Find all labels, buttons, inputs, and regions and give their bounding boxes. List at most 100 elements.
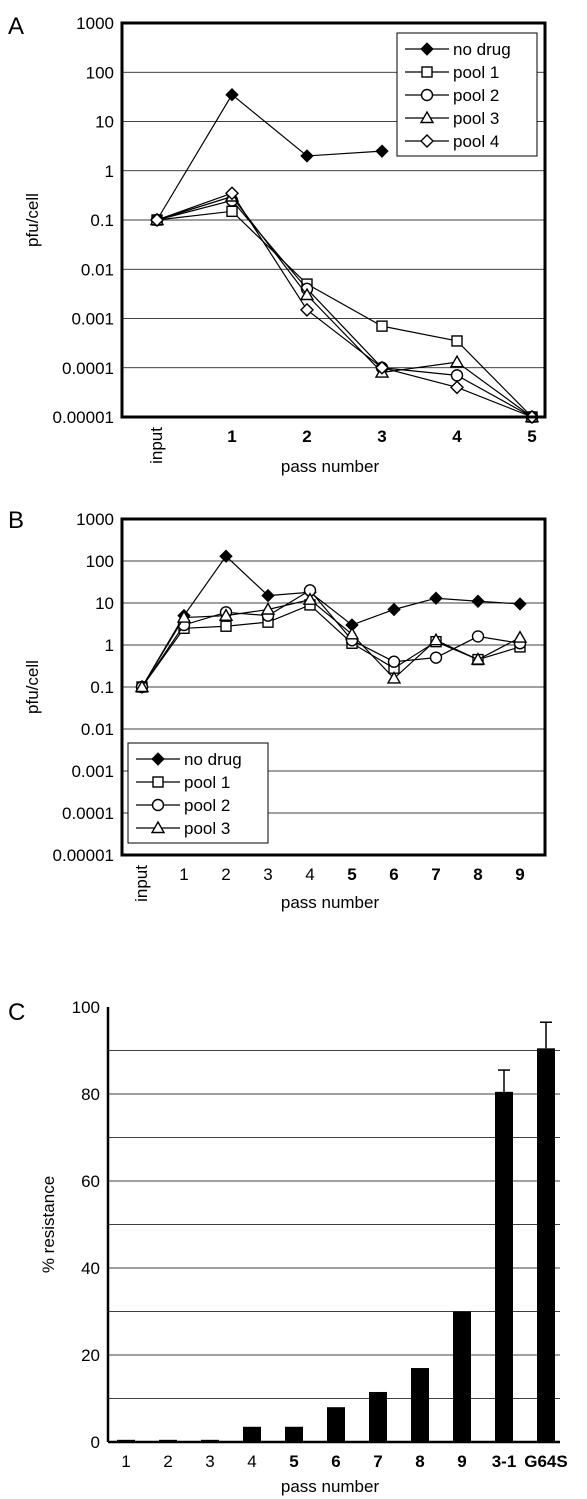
series-line — [141, 555, 521, 688]
series-line — [156, 93, 383, 221]
legend-label: pool 1 — [184, 773, 230, 792]
series-line — [156, 192, 533, 418]
legend-entry: pool 1 — [405, 63, 499, 82]
legend-label: pool 3 — [453, 109, 499, 128]
data-point — [428, 632, 444, 646]
y-tick-label: 0.01 — [81, 260, 114, 279]
series-pool-1 — [151, 205, 538, 423]
data-point — [375, 144, 389, 158]
x-tick-label: 6 — [389, 865, 398, 884]
legend-marker — [420, 42, 434, 56]
x-tick-label: 1 — [179, 865, 188, 884]
x-tick-label: 9 — [457, 1452, 466, 1471]
legend-label: no drug — [184, 750, 242, 769]
data-point — [219, 549, 233, 563]
legend-label: pool 3 — [184, 819, 230, 838]
legend-entry: pool 2 — [405, 86, 499, 105]
y-tick-label: 0.1 — [90, 678, 114, 697]
legend-entry: pool 4 — [405, 132, 499, 151]
bar — [537, 1048, 555, 1442]
panel-label-a: A — [8, 13, 24, 40]
series-pool-3 — [149, 189, 540, 423]
y-tick-label: 100 — [86, 63, 114, 82]
series-line — [141, 604, 521, 688]
data-point — [429, 651, 443, 664]
y-tick-label: 1 — [105, 162, 114, 181]
series-line — [156, 199, 533, 418]
x-axis-label: pass number — [281, 457, 380, 476]
x-tick-label: input — [132, 865, 151, 902]
legend-marker — [150, 820, 166, 834]
bar — [495, 1091, 513, 1442]
plot-frame — [120, 21, 547, 419]
data-point — [386, 671, 402, 684]
x-tick-label: 3 — [377, 427, 386, 446]
data-point — [218, 608, 234, 621]
data-point — [344, 626, 360, 640]
data-point — [176, 610, 192, 623]
y-tick-label: 0.0001 — [62, 359, 114, 378]
y-tick-label: 10 — [95, 594, 114, 613]
y-tick-label: 0.001 — [71, 310, 114, 329]
x-tick-label: 5 — [527, 427, 536, 446]
data-point — [226, 205, 238, 218]
x-axis-label: pass number — [281, 1477, 380, 1496]
y-axis-label: pfu/cell — [23, 660, 42, 714]
bar — [411, 1368, 429, 1442]
data-point — [513, 597, 527, 611]
legend-label: pool 1 — [453, 63, 499, 82]
data-point — [225, 186, 239, 201]
x-axis-label: pass number — [281, 893, 380, 912]
bar — [285, 1426, 303, 1442]
data-point — [387, 655, 401, 668]
series-line — [141, 589, 521, 688]
legend-entry: pool 3 — [136, 819, 230, 838]
y-axis-label: % resistance — [39, 1176, 58, 1273]
y-tick-label: 20 — [81, 1346, 100, 1365]
data-point — [470, 652, 486, 665]
y-axis-label: pfu/cell — [23, 193, 42, 247]
y-tick-label: 100 — [72, 998, 100, 1017]
x-tick-label: 3 — [263, 865, 272, 884]
bar — [243, 1426, 261, 1442]
y-tick-label: 0.001 — [71, 762, 114, 781]
legend-entry: no drug — [405, 40, 511, 59]
legend-entry: pool 2 — [136, 796, 230, 815]
data-point — [375, 360, 389, 375]
panel-label-c: C — [8, 999, 25, 1026]
bar — [369, 1391, 387, 1442]
data-point — [449, 354, 465, 368]
x-tick-label: 3 — [205, 1452, 214, 1471]
panel-label-b: B — [8, 507, 24, 534]
legend-label: pool 2 — [184, 796, 230, 815]
y-tick-label: 0.01 — [81, 720, 114, 739]
data-point — [429, 591, 443, 605]
series-pool-2 — [150, 194, 539, 424]
legend-label: pool 4 — [453, 132, 499, 151]
data-point — [150, 213, 164, 227]
series-no-drug — [150, 87, 389, 227]
x-tick-label: 2 — [221, 865, 230, 884]
data-point — [300, 149, 314, 163]
data-point — [300, 302, 314, 317]
panel-a: 1000 100 10 1 0.1 0.01 0.001 0.0001 0.00001 input… — [23, 14, 547, 476]
panel-b: 1000 100 10 1 0.1 0.01 0.001 0.0001 0.00001 input… — [23, 510, 547, 912]
legend-box — [127, 742, 269, 844]
data-point — [260, 602, 276, 615]
legend-marker — [151, 798, 165, 812]
data-point — [302, 592, 318, 605]
legend-label: pool 2 — [453, 86, 499, 105]
x-tick-label: 7 — [431, 865, 440, 884]
data-point — [134, 679, 150, 693]
data-point — [450, 380, 464, 395]
legend-entry: no drug — [136, 750, 242, 769]
data-point — [471, 630, 485, 643]
series-line — [156, 195, 533, 418]
data-point — [387, 602, 401, 617]
data-point — [451, 335, 463, 347]
y-tick-label: 0.1 — [90, 211, 114, 230]
y-tick-label: 1000 — [76, 14, 114, 33]
y-tick-label: 100 — [86, 552, 114, 571]
legend: no drug pool 1 pool 2 pool 3 pool 4 — [396, 32, 538, 157]
